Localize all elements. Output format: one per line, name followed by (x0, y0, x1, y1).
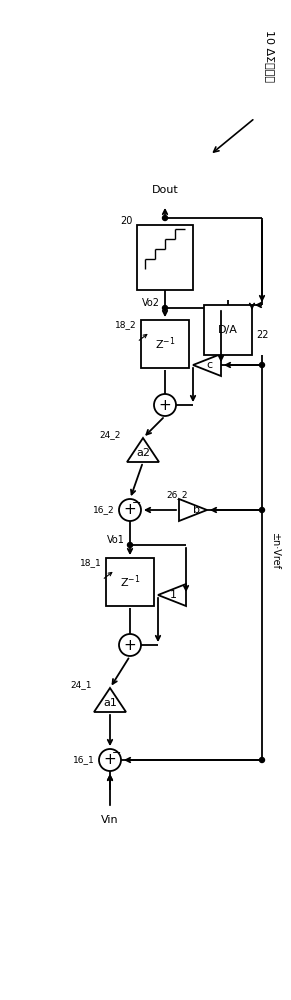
Circle shape (162, 216, 168, 221)
Circle shape (127, 542, 132, 548)
Text: 18_1: 18_1 (80, 558, 102, 568)
Text: Vin: Vin (101, 815, 119, 825)
Bar (141, 320, 189, 368)
Text: 26_2: 26_2 (166, 490, 188, 499)
Text: +: + (159, 397, 171, 412)
Text: −: − (132, 498, 142, 508)
Text: D/A: D/A (218, 325, 238, 335)
Text: Dout: Dout (152, 185, 178, 195)
Text: 1: 1 (169, 590, 177, 600)
Circle shape (260, 362, 265, 367)
Text: 16_2: 16_2 (93, 506, 115, 514)
Circle shape (119, 499, 141, 521)
Polygon shape (193, 354, 221, 376)
Text: ±n·Vref: ±n·Vref (270, 532, 280, 568)
Circle shape (99, 749, 121, 771)
Text: 18_2: 18_2 (115, 320, 137, 330)
Text: Vo1: Vo1 (107, 535, 125, 545)
Polygon shape (94, 688, 126, 712)
Text: 20: 20 (121, 216, 133, 226)
Polygon shape (158, 584, 186, 606)
Polygon shape (127, 438, 159, 462)
Text: 16_1: 16_1 (73, 756, 95, 764)
Polygon shape (179, 499, 207, 521)
Circle shape (119, 634, 141, 656)
Text: a1: a1 (103, 698, 117, 708)
Text: 24_1: 24_1 (70, 680, 92, 690)
Text: a2: a2 (136, 448, 150, 458)
Text: 22: 22 (256, 330, 269, 340)
Bar (204, 305, 252, 355)
Text: b: b (193, 505, 200, 515)
Text: +: + (124, 638, 136, 652)
Circle shape (260, 508, 265, 512)
Text: −: − (112, 748, 122, 758)
Text: c: c (206, 360, 212, 370)
Text: +: + (124, 502, 136, 518)
Text: Z$^{-1}$: Z$^{-1}$ (155, 336, 175, 352)
Circle shape (260, 758, 265, 762)
Bar (106, 558, 154, 606)
Circle shape (154, 394, 176, 416)
Text: +: + (104, 752, 116, 768)
Text: 24_2: 24_2 (100, 430, 121, 440)
Bar (137, 225, 193, 290)
Text: 10 ΔΣ调制器: 10 ΔΣ调制器 (265, 30, 275, 82)
Circle shape (162, 306, 168, 310)
Text: Z$^{-1}$: Z$^{-1}$ (120, 574, 140, 590)
Text: Vo2: Vo2 (142, 298, 160, 308)
